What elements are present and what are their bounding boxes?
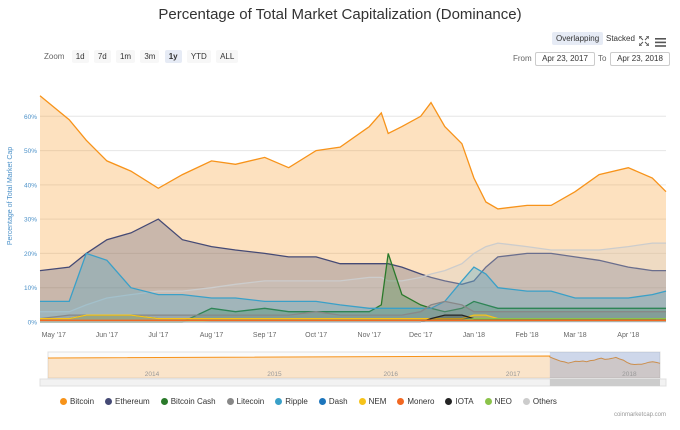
zoom-ytd-button[interactable]: YTD: [186, 50, 211, 63]
legend-marker: [60, 398, 67, 405]
y-tick-label: 60%: [24, 114, 37, 121]
x-tick-label: May '17: [42, 332, 66, 339]
x-tick-label: Oct '17: [305, 332, 327, 339]
series-area-bitcoin-cash: [40, 253, 666, 322]
x-tick-label: Aug '17: [200, 332, 224, 339]
legend-item-iota[interactable]: IOTA: [445, 397, 474, 406]
y-tick-label: 40%: [24, 182, 37, 189]
navigator-line: [47, 355, 661, 366]
legend-marker: [484, 398, 492, 405]
navigator-tick-label: 2015: [267, 371, 282, 378]
navigator-area: [48, 356, 660, 378]
y-tick-label: 20%: [24, 251, 37, 258]
legend-label: Litecoin: [236, 397, 265, 406]
legend-item-ethereum[interactable]: Ethereum: [105, 397, 150, 406]
zoom-1d-button[interactable]: 1d: [71, 50, 89, 63]
x-tick-label: Apr '18: [617, 332, 639, 339]
x-tick-label: Feb '18: [516, 332, 539, 339]
navigator-scrollbar[interactable]: [39, 378, 667, 387]
overlapping-button[interactable]: Overlapping: [552, 32, 604, 45]
x-tick-label: Jan '18: [463, 332, 485, 339]
navigator-tick-label: 2017: [506, 371, 521, 378]
series-area-ripple: [40, 253, 666, 322]
legend-label: NEO: [494, 397, 512, 406]
legend-label: Ripple: [285, 397, 308, 406]
legend-label: Ethereum: [115, 397, 150, 406]
navigator-selection[interactable]: [549, 352, 660, 378]
legend: Bitcoin Ethereum Bitcoin Cash Litecoin Rippl…: [60, 397, 568, 406]
legend-label: Others: [532, 397, 557, 406]
legend-marker: [275, 398, 283, 405]
legend-label: NEM: [368, 397, 387, 406]
navigator-tick-label: 2018: [622, 371, 637, 378]
y-axis-label: Percentage of Total Market Cap: [7, 147, 14, 245]
x-axis: May '17 Jun '17 Jul '17 Aug '17 Sep '17 Oct '…: [40, 321, 666, 339]
legend-item-monero[interactable]: Monero: [397, 397, 434, 406]
legend-label: Bitcoin: [70, 397, 95, 406]
x-tick-label: Jul '17: [148, 332, 168, 339]
legend-label: IOTA: [455, 397, 474, 406]
legend-item-dash[interactable]: Dash: [318, 397, 348, 406]
from-date-input[interactable]: Apr 23, 2017: [535, 52, 595, 66]
legend-marker: [318, 398, 326, 405]
y-axis: 0% 10% 20% 30% 40% 50% 60%: [24, 114, 37, 327]
series-line-others[interactable]: [40, 242, 666, 313]
legend-item-bitcoin-cash[interactable]: Bitcoin Cash: [160, 397, 216, 406]
series-line-litecoin[interactable]: [39, 300, 666, 320]
legend-label: Dash: [328, 397, 348, 406]
to-label: To: [598, 54, 607, 63]
credit-text: coinmarketcap.com: [613, 412, 666, 418]
legend-item-others[interactable]: Others: [522, 397, 557, 406]
navigator-tick-label: 2014: [145, 371, 160, 378]
zoom-3m-button[interactable]: 3m: [140, 50, 160, 63]
y-tick-label: 50%: [24, 148, 37, 155]
legend-label: Bitcoin Cash: [170, 397, 216, 406]
series-line-ripple[interactable]: [40, 252, 667, 309]
series-area-bitcoin: [40, 95, 666, 322]
scrollbar-thumb[interactable]: [549, 379, 660, 386]
series-areas: [39, 95, 667, 323]
series-line-ethereum[interactable]: [39, 218, 666, 285]
legend-label: Monero: [407, 397, 435, 406]
legend-marker: [105, 398, 113, 405]
x-tick-label: Jun '17: [96, 332, 118, 339]
x-tick-label: Sep '17: [253, 332, 277, 339]
x-tick-label: Dec '17: [409, 332, 433, 339]
y-tick-label: 30%: [24, 217, 37, 224]
zoom-7d-button[interactable]: 7d: [93, 50, 111, 63]
navigator-tick-label: 2016: [383, 371, 398, 378]
dominance-chart: 0% 10% 20% 30% 40% 50% 60% May '17 Jun '17 Jul '…: [7, 95, 667, 387]
legend-marker: [397, 398, 405, 405]
from-label: From: [513, 54, 532, 63]
chart-title: Percentage of Total Market Capitalizatio…: [158, 6, 522, 23]
stacked-button[interactable]: Stacked: [606, 34, 635, 43]
x-tick-label: Mar '18: [564, 332, 587, 339]
zoom-toolbar: Zoom 1d 7d 1m 3m 1y YTD ALL: [44, 50, 241, 63]
y-tick-label: 10%: [24, 285, 37, 292]
navigator[interactable]: 2014 2015 2016 2017 2018: [39, 351, 667, 387]
zoom-1y-button[interactable]: 1y: [164, 50, 182, 63]
menu-icon[interactable]: [655, 34, 666, 47]
legend-marker: [522, 398, 530, 405]
legend-item-neo[interactable]: NEO: [484, 397, 512, 406]
series-area-others: [40, 243, 666, 322]
legend-marker: [358, 398, 366, 405]
zoom-label: Zoom: [44, 52, 65, 61]
legend-item-litecoin[interactable]: Litecoin: [226, 397, 265, 406]
series-line-bitcoin[interactable]: [39, 95, 667, 210]
legend-item-nem[interactable]: NEM: [358, 397, 387, 406]
legend-marker: [445, 398, 453, 405]
to-date-input[interactable]: Apr 23, 2018: [610, 52, 670, 66]
series-area-litecoin: [40, 301, 666, 322]
legend-item-bitcoin[interactable]: Bitcoin: [60, 397, 94, 406]
y-tick-label: 0%: [28, 320, 38, 327]
zoom-all-button[interactable]: ALL: [216, 50, 239, 63]
zoom-1m-button[interactable]: 1m: [115, 50, 136, 63]
legend-marker: [226, 398, 234, 405]
x-tick-label: Nov '17: [358, 332, 382, 339]
legend-item-ripple[interactable]: Ripple: [275, 397, 308, 406]
legend-marker: [160, 398, 168, 405]
